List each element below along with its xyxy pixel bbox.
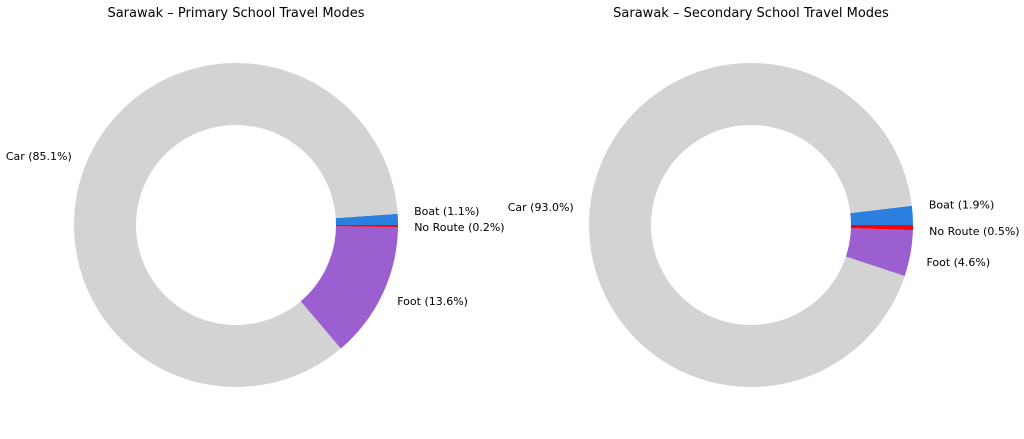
- slice-foot: [845, 228, 913, 277]
- slice-label-no-route: No Route (0.5%): [929, 225, 1019, 238]
- slice-label-car: Car (85.1%): [6, 150, 72, 163]
- slice-foot: [300, 226, 398, 349]
- chart-title-primary: Sarawak – Primary School Travel Modes: [107, 6, 364, 21]
- slice-no-route: [850, 225, 913, 231]
- slice-boat: [335, 213, 398, 225]
- slice-boat: [850, 205, 913, 225]
- chart-title-secondary: Sarawak – Secondary School Travel Modes: [613, 6, 889, 21]
- donut-secondary: Boat (1.9%) Car (93.0%) Foot (4.6%) No Rout…: [508, 63, 1020, 388]
- slice-label-foot: Foot (4.6%): [926, 256, 990, 269]
- slice-car: [588, 63, 912, 388]
- slice-label-no-route: No Route (0.2%): [414, 221, 504, 234]
- slice-car: [74, 63, 398, 388]
- slice-label-foot: Foot (13.6%): [397, 295, 468, 308]
- slice-no-route: [335, 225, 398, 228]
- slice-label-car: Car (93.0%): [508, 201, 574, 214]
- donut-primary: Boat (1.1%) Car (85.1%) Foot (13.6%) No Rou…: [6, 63, 505, 388]
- slice-label-boat: Boat (1.9%): [929, 198, 994, 211]
- slice-label-boat: Boat (1.1%): [414, 205, 479, 218]
